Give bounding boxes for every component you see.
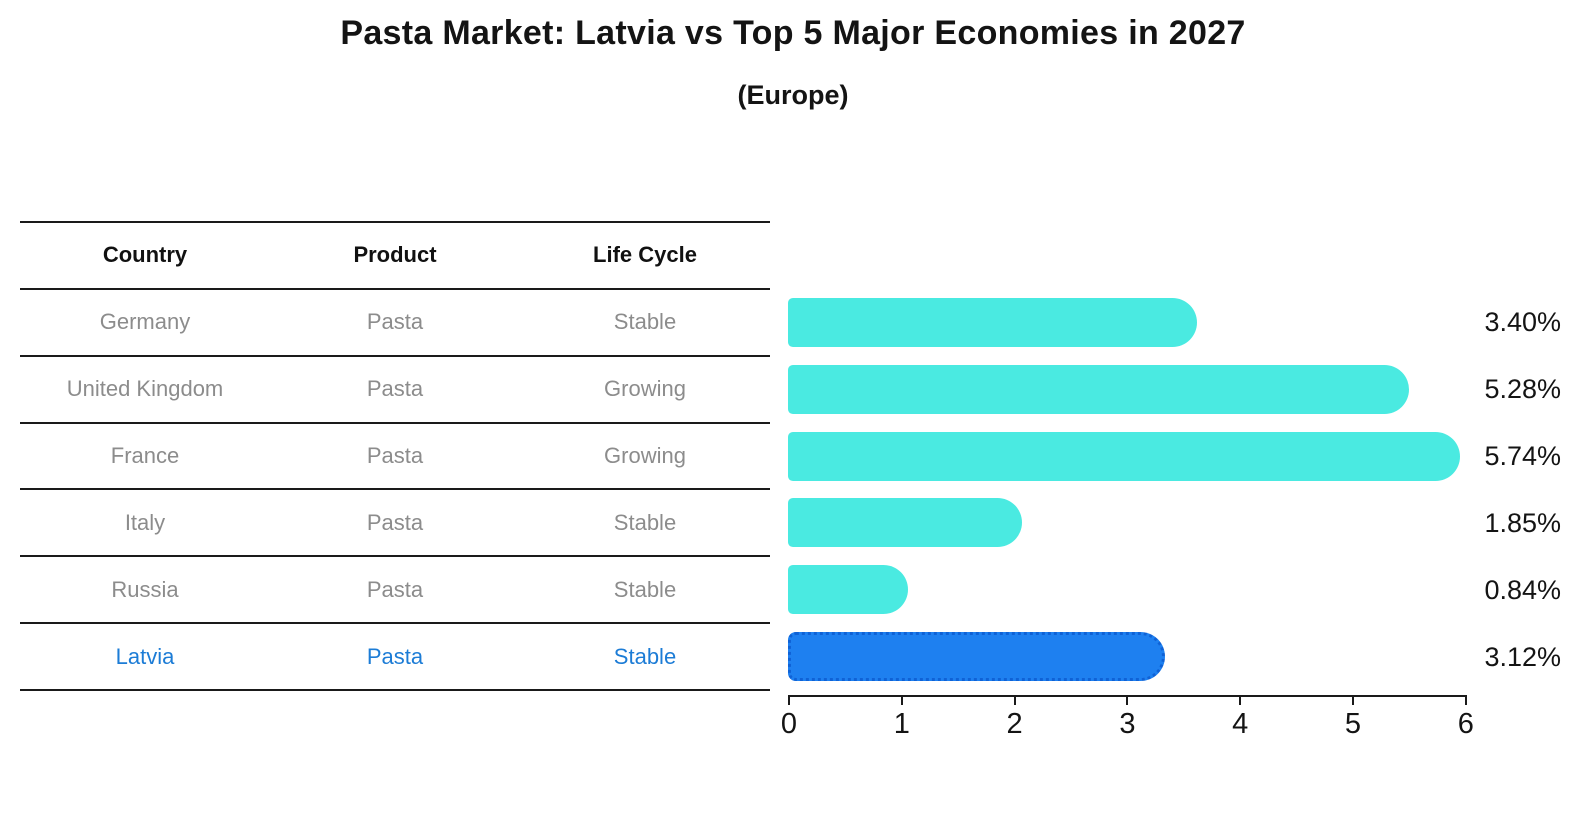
table-cell-life_cycle: Stable bbox=[613, 576, 677, 602]
table-rule bbox=[20, 488, 770, 491]
figure-subtitle: (Europe) bbox=[737, 80, 849, 110]
x-axis-tick bbox=[1352, 695, 1354, 705]
table-cell-life_cycle: Growing bbox=[604, 443, 686, 468]
bar bbox=[788, 297, 1197, 347]
table-rule bbox=[20, 555, 770, 558]
table-cell-product: Pasta bbox=[366, 309, 424, 335]
x-axis-tick-label: 3 bbox=[1119, 708, 1136, 740]
x-axis-tick bbox=[1013, 695, 1016, 705]
bar-highlight bbox=[788, 632, 1165, 682]
table-rule bbox=[20, 421, 770, 424]
table-cell-product: Pasta bbox=[366, 509, 424, 535]
table-cell-country: Italy bbox=[124, 509, 166, 535]
table-rule bbox=[20, 221, 770, 223]
table-cell-life_cycle: Stable bbox=[613, 643, 677, 669]
figure-title: Pasta Market: Latvia vs Top 5 Major Econ… bbox=[340, 14, 1246, 52]
bar-value-label: 5.28% bbox=[1484, 374, 1561, 405]
bar-value-label: 1.85% bbox=[1484, 507, 1561, 538]
table-cell-life_cycle: Stable bbox=[613, 309, 677, 335]
x-axis-tick bbox=[788, 695, 790, 705]
column-header: Life Cycle bbox=[593, 242, 697, 268]
x-axis-tick bbox=[1126, 695, 1129, 705]
x-axis-tick-label: 2 bbox=[1006, 708, 1023, 740]
bar bbox=[788, 364, 1409, 414]
column-header: Country bbox=[102, 242, 188, 268]
table-cell-country: Russia bbox=[111, 576, 179, 602]
bar-value-label: 0.84% bbox=[1484, 574, 1561, 605]
bar bbox=[788, 498, 1022, 548]
x-axis-tick bbox=[1464, 695, 1467, 705]
x-axis-tick bbox=[1239, 695, 1242, 705]
x-axis-tick-label: 6 bbox=[1457, 708, 1474, 740]
table-cell-life_cycle: Growing bbox=[604, 376, 686, 402]
table-rule bbox=[20, 689, 770, 691]
x-axis-tick-label: 4 bbox=[1232, 708, 1249, 740]
table-cell-country: United Kingdom bbox=[66, 376, 224, 402]
bar-value-label: 3.40% bbox=[1484, 307, 1561, 338]
table-cell-life_cycle: Stable bbox=[613, 509, 677, 535]
table-cell-product: Pasta bbox=[366, 643, 424, 669]
bar bbox=[788, 565, 908, 615]
table-cell-country: Germany bbox=[99, 309, 191, 335]
column-header: Product bbox=[353, 242, 437, 268]
table-rule bbox=[20, 287, 770, 290]
table-rule bbox=[20, 622, 770, 625]
table-cell-product: Pasta bbox=[366, 576, 424, 602]
bar-value-label: 3.12% bbox=[1484, 641, 1561, 672]
x-axis-tick bbox=[900, 695, 903, 705]
table-cell-country: Latvia bbox=[115, 643, 175, 669]
table-cell-country: France bbox=[110, 443, 180, 468]
x-axis-tick-label: 0 bbox=[780, 708, 798, 740]
x-axis-tick-label: 5 bbox=[1344, 708, 1362, 740]
table-rule bbox=[20, 354, 770, 357]
bar-value-label: 5.74% bbox=[1484, 441, 1561, 471]
bar bbox=[788, 431, 1461, 481]
table-cell-product: Pasta bbox=[366, 376, 424, 402]
table-cell-product: Pasta bbox=[366, 443, 424, 468]
x-axis-tick-label: 1 bbox=[893, 708, 910, 740]
